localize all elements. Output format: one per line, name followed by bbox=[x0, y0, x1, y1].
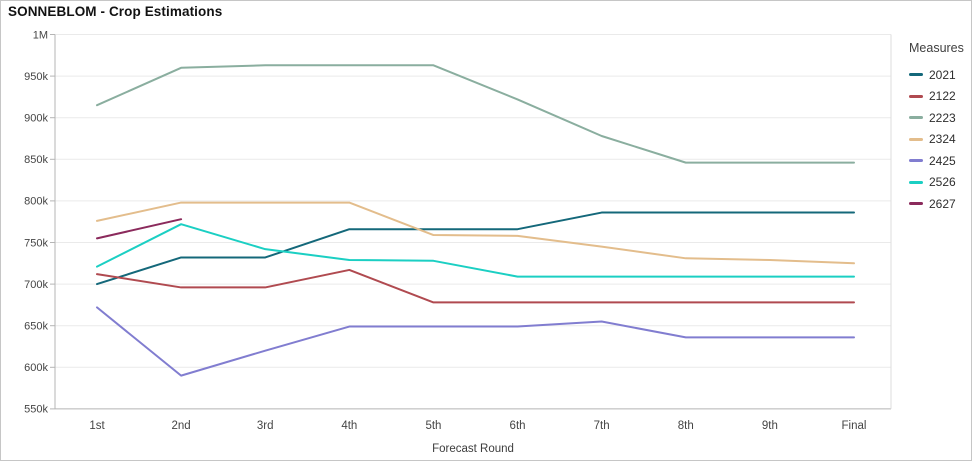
legend-label: 2122 bbox=[929, 89, 956, 104]
legend-label: 2526 bbox=[929, 175, 956, 190]
x-axis-label: 8th bbox=[678, 420, 694, 432]
series-line-2425[interactable] bbox=[96, 306, 855, 377]
legend-swatch bbox=[909, 137, 923, 141]
legend-label: 2223 bbox=[929, 110, 956, 125]
x-axis-label: 7th bbox=[594, 420, 610, 432]
legend-item-2425[interactable]: 2425 bbox=[909, 150, 969, 172]
x-axis-label: Final bbox=[842, 420, 867, 432]
x-axis-label: 1st bbox=[89, 420, 105, 432]
x-axis-label: 9th bbox=[762, 420, 778, 432]
legend-label: 2324 bbox=[929, 132, 956, 147]
series-line-2526[interactable] bbox=[96, 223, 855, 278]
legend-swatch bbox=[909, 116, 923, 120]
series-line-2122[interactable] bbox=[96, 268, 855, 304]
y-axis-label: 600k bbox=[24, 362, 48, 374]
x-axis-label: 5th bbox=[425, 420, 441, 432]
series-line-2324[interactable] bbox=[96, 201, 855, 265]
legend-item-2223[interactable]: 2223 bbox=[909, 107, 969, 129]
legend-label: 2425 bbox=[929, 153, 956, 168]
legend-item-2627[interactable]: 2627 bbox=[909, 193, 969, 215]
legend-item-2526[interactable]: 2526 bbox=[909, 172, 969, 194]
legend: Measures 2021 2122 2223 2324 2425 2526 2627 bbox=[909, 41, 969, 215]
y-axis-label: 700k bbox=[24, 279, 48, 291]
legend-swatch bbox=[909, 180, 923, 184]
y-axis-label: 950k bbox=[24, 71, 48, 83]
legend-item-2021[interactable]: 2021 bbox=[909, 64, 969, 86]
legend-swatch bbox=[909, 159, 923, 163]
legend-swatch bbox=[909, 202, 923, 206]
legend-item-2324[interactable]: 2324 bbox=[909, 129, 969, 151]
chart-title: SONNEBLOM - Crop Estimations bbox=[8, 4, 223, 19]
series-line-2021[interactable] bbox=[96, 211, 855, 286]
legend-title: Measures bbox=[909, 41, 964, 55]
y-axis-label: 900k bbox=[24, 113, 48, 125]
series-line-2627[interactable] bbox=[96, 218, 183, 240]
y-axis-label: 800k bbox=[24, 196, 48, 208]
legend-swatch bbox=[909, 94, 923, 98]
x-axis-label: 2nd bbox=[172, 420, 191, 432]
y-axis-label: 1M bbox=[33, 29, 48, 41]
x-axis-label: 4th bbox=[341, 420, 357, 432]
x-axis-label: 6th bbox=[510, 420, 526, 432]
legend-swatch bbox=[909, 73, 923, 77]
legend-items: 2021 2122 2223 2324 2425 2526 2627 bbox=[909, 64, 969, 215]
y-axis-label: 850k bbox=[24, 154, 48, 166]
y-axis-label: 550k bbox=[24, 404, 48, 416]
legend-label: 2021 bbox=[929, 67, 956, 82]
legend-item-2122[interactable]: 2122 bbox=[909, 86, 969, 108]
y-axis-label: 750k bbox=[24, 237, 48, 249]
x-axis-label: 3rd bbox=[257, 420, 274, 432]
y-axis-label: 650k bbox=[24, 321, 48, 333]
legend-label: 2627 bbox=[929, 196, 956, 211]
series-line-2223[interactable] bbox=[96, 64, 855, 164]
x-axis-title: Forecast Round bbox=[432, 443, 514, 455]
